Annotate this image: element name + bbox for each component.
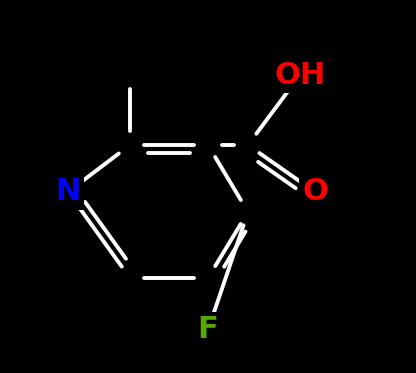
Text: OH: OH [275, 60, 326, 90]
Text: N: N [55, 178, 81, 207]
Text: F: F [198, 316, 218, 345]
Text: O: O [302, 178, 328, 207]
